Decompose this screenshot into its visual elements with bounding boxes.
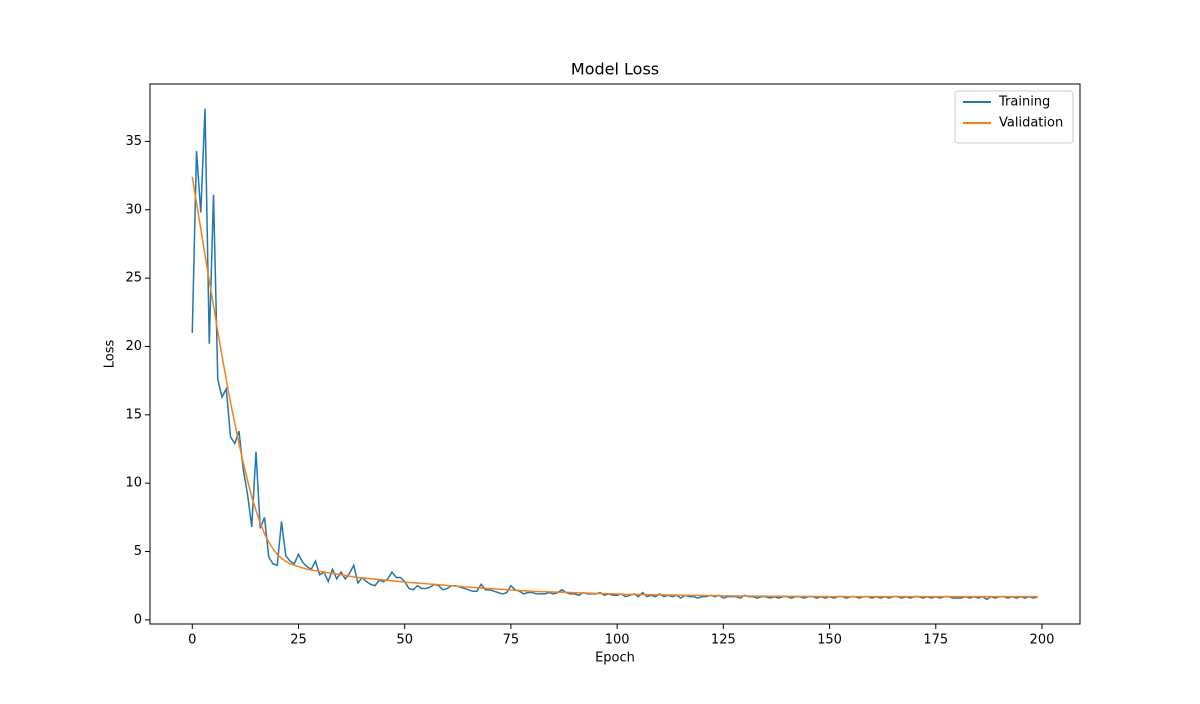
x-axis-label: Epoch <box>595 651 635 666</box>
x-tick-label: 0 <box>188 633 196 648</box>
x-tick-label: 50 <box>396 633 413 648</box>
x-tick-label: 125 <box>711 633 736 648</box>
legend-label: Validation <box>999 116 1063 131</box>
line-series <box>191 176 1038 598</box>
x-tick-label: 150 <box>817 633 842 648</box>
y-tick-label: 10 <box>125 476 142 491</box>
x-tick-label: 25 <box>290 633 307 648</box>
y-tick-label: 20 <box>125 339 142 354</box>
y-tick-label: 5 <box>134 544 142 559</box>
y-axis-label: Loss <box>103 340 118 369</box>
x-tick-label: 75 <box>503 633 520 648</box>
axes-frame <box>149 83 1081 625</box>
y-tick-label: 15 <box>125 407 142 422</box>
y-tick-label: 30 <box>125 202 142 217</box>
y-tick-label: 35 <box>125 134 142 149</box>
y-tick-label: 25 <box>125 271 142 286</box>
x-tick-label: 100 <box>605 633 630 648</box>
y-tick-label: 0 <box>134 612 142 627</box>
x-tick-label: 200 <box>1030 633 1055 648</box>
chart-title: Model Loss <box>571 60 659 79</box>
legend-label: Training <box>998 95 1050 110</box>
x-tick-label: 175 <box>923 633 948 648</box>
legend-box <box>954 90 1074 144</box>
